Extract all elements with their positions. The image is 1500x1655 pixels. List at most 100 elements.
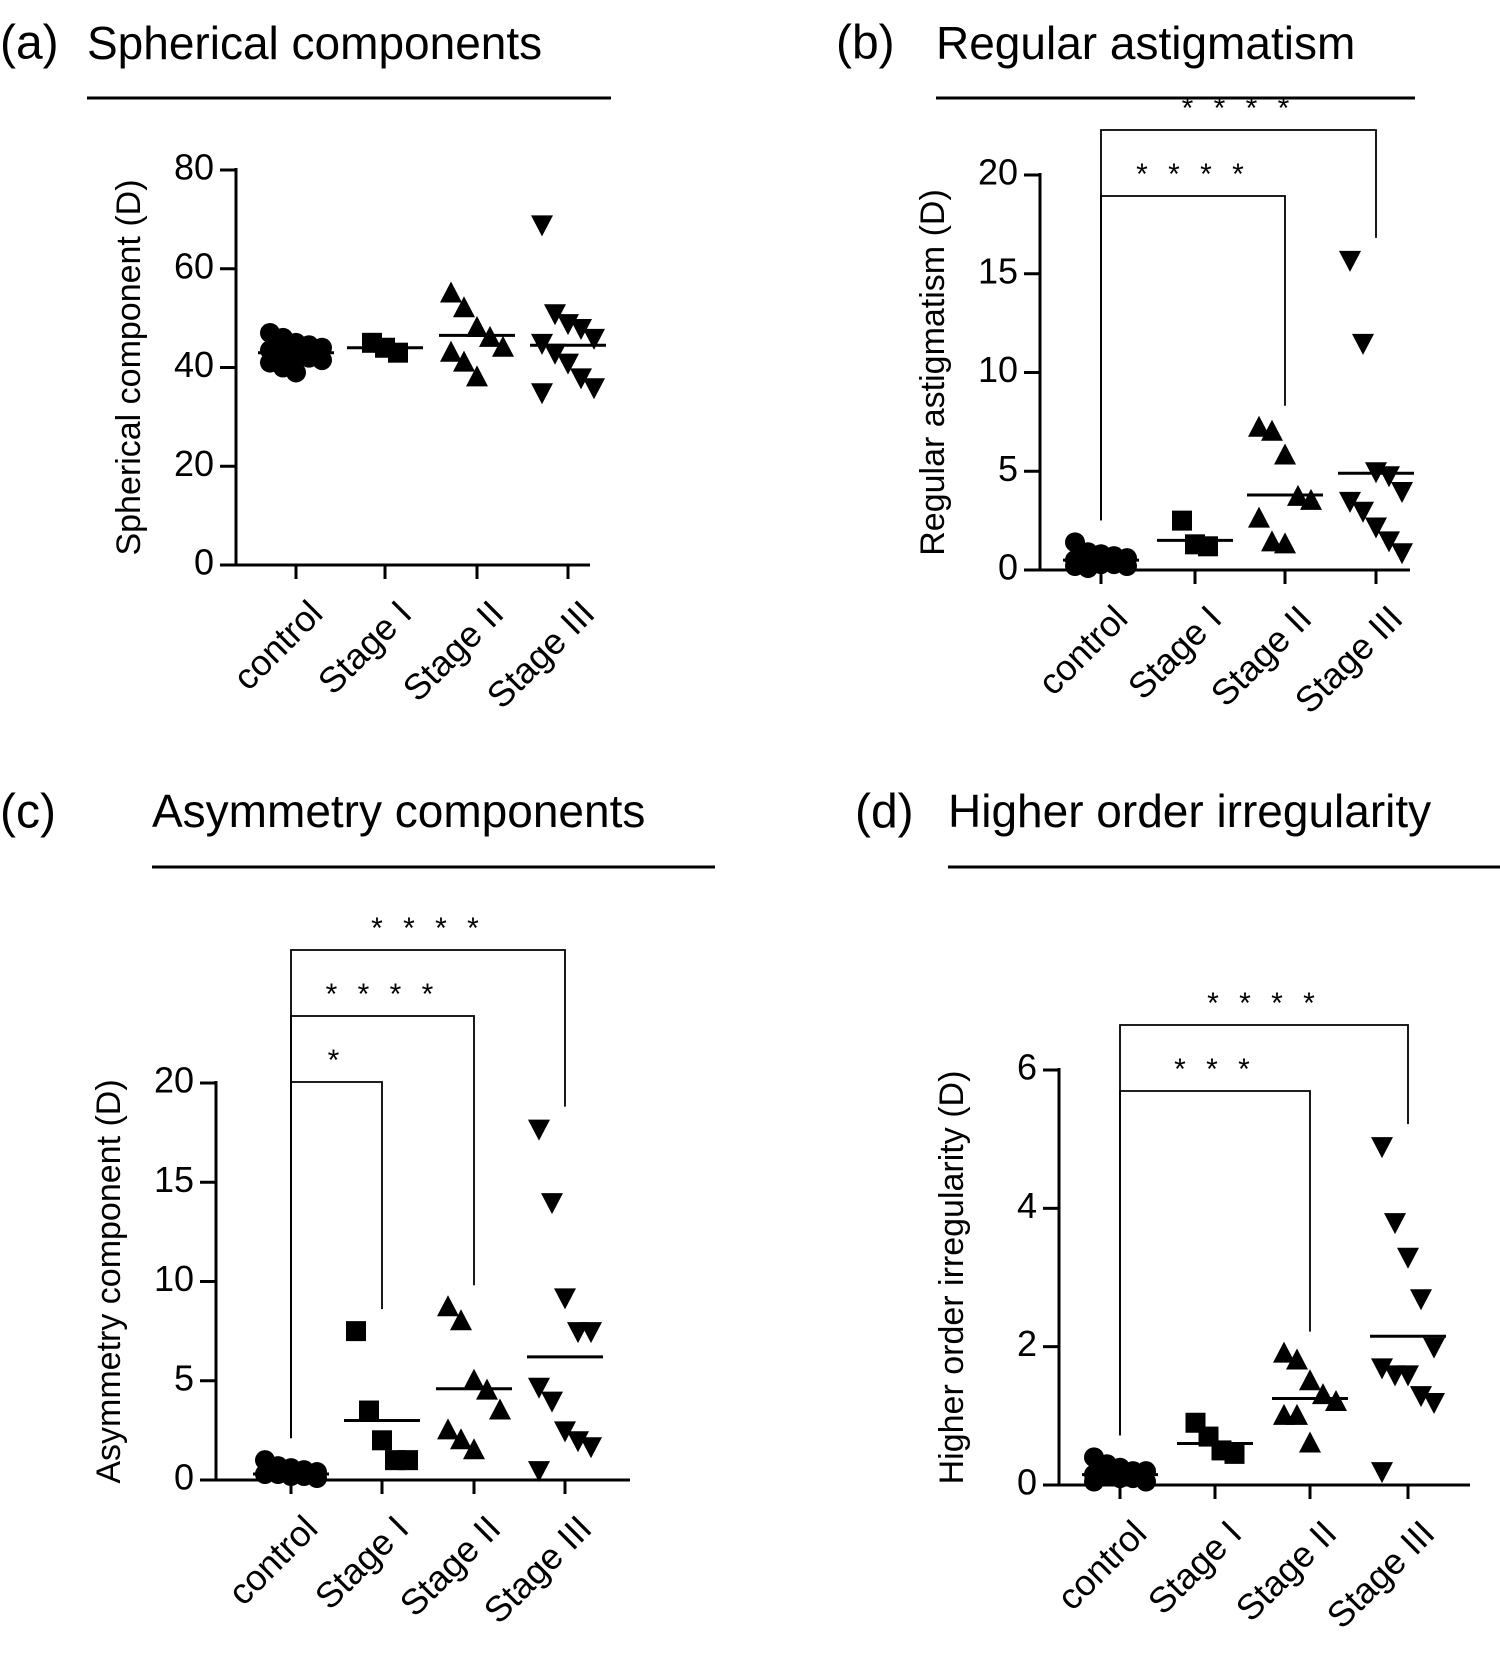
data-point bbox=[1286, 1403, 1308, 1425]
data-point bbox=[570, 319, 592, 340]
data-point bbox=[1423, 1337, 1445, 1359]
y-tick-label: 80 bbox=[174, 147, 214, 188]
y-tick-label: 0 bbox=[998, 547, 1018, 588]
chart-title: Higher order irregularity bbox=[948, 785, 1431, 837]
data-point bbox=[528, 1461, 550, 1483]
panel-label: (a) bbox=[0, 17, 59, 70]
y-tick-label: 0 bbox=[174, 1457, 194, 1498]
data-point bbox=[1378, 466, 1400, 488]
data-point bbox=[440, 281, 462, 303]
data-point bbox=[1299, 1431, 1321, 1453]
data-point bbox=[1084, 1471, 1104, 1492]
significance-label: * bbox=[328, 1044, 346, 1077]
data-point bbox=[1352, 333, 1374, 355]
data-point bbox=[489, 1398, 511, 1420]
data-point bbox=[1325, 1390, 1347, 1411]
significance-bracket bbox=[290, 1081, 383, 1439]
data-point bbox=[1339, 250, 1361, 272]
chart-panel-c: (c) Asymmetry components 0 5 10 15 20 Asymmetry… bbox=[0, 785, 715, 1631]
y-tick-label: 5 bbox=[174, 1357, 194, 1398]
data-point bbox=[554, 1421, 576, 1443]
chart-panel-a: (a) Spherical components 0 20 40 60 80 Spherica… bbox=[0, 17, 611, 716]
significance-bracket bbox=[1119, 1090, 1311, 1436]
data-point bbox=[453, 296, 475, 318]
data-point bbox=[1136, 1471, 1156, 1492]
data-point bbox=[312, 350, 332, 371]
category-label: control bbox=[1030, 597, 1135, 702]
data-point bbox=[1261, 530, 1283, 552]
significance-label: * * * * bbox=[1182, 92, 1296, 125]
category-label: control bbox=[225, 592, 330, 697]
y-tick-label: 6 bbox=[1017, 1047, 1037, 1088]
data-point bbox=[1423, 1393, 1445, 1414]
chart-panel-b: (b) Regular astigmatism 0 5 10 15 20 Regular as… bbox=[836, 17, 1415, 721]
panel-label: (c) bbox=[0, 786, 56, 839]
y-tick-label: 4 bbox=[1017, 1185, 1037, 1226]
data-point bbox=[1371, 1137, 1393, 1159]
y-tick-label: 20 bbox=[978, 152, 1018, 193]
data-point bbox=[440, 340, 462, 362]
data-point bbox=[531, 383, 553, 405]
data-point bbox=[1224, 1443, 1245, 1464]
chart-title: Spherical components bbox=[87, 17, 542, 69]
data-point bbox=[1261, 419, 1283, 441]
data-point bbox=[544, 304, 566, 326]
data-point bbox=[528, 1377, 550, 1399]
category-label: control bbox=[1049, 1512, 1154, 1617]
data-point bbox=[557, 353, 579, 375]
data-point bbox=[1397, 1365, 1419, 1387]
y-tick-label: 15 bbox=[978, 250, 1018, 291]
data-point bbox=[1274, 532, 1296, 554]
significance-bracket bbox=[1100, 129, 1377, 521]
data-point bbox=[1078, 558, 1098, 579]
chart-panel-d: (d) Higher order irregularity 0 2 4 6 Higher o… bbox=[855, 785, 1500, 1636]
chart-title: Asymmetry components bbox=[152, 785, 645, 837]
data-point bbox=[286, 362, 306, 383]
y-tick-label: 5 bbox=[998, 448, 1018, 489]
data-point bbox=[544, 343, 566, 365]
y-tick-label: 0 bbox=[194, 542, 214, 583]
data-point bbox=[463, 1438, 485, 1460]
y-tick-label: 2 bbox=[1017, 1323, 1037, 1364]
data-point bbox=[1273, 1341, 1295, 1363]
data-point bbox=[388, 342, 408, 363]
data-point bbox=[1391, 482, 1413, 503]
data-point bbox=[359, 1400, 379, 1421]
data-point bbox=[307, 1468, 327, 1489]
data-point bbox=[398, 1450, 418, 1471]
data-point bbox=[1339, 491, 1361, 513]
data-point bbox=[580, 1322, 602, 1344]
y-tick-label: 10 bbox=[978, 349, 1018, 390]
data-point bbox=[437, 1295, 459, 1317]
data-point bbox=[1391, 543, 1413, 565]
panel-label: (d) bbox=[855, 786, 914, 839]
data-point bbox=[1410, 1289, 1432, 1311]
data-point bbox=[554, 1288, 576, 1310]
y-tick-label: 0 bbox=[1017, 1462, 1037, 1503]
data-point bbox=[1274, 443, 1296, 465]
data-point bbox=[1299, 1369, 1321, 1391]
data-point bbox=[1248, 415, 1270, 437]
data-point bbox=[453, 350, 475, 372]
data-point bbox=[570, 368, 592, 390]
data-point bbox=[450, 1428, 472, 1450]
significance-label: * * * * bbox=[371, 912, 485, 945]
data-point bbox=[1397, 1247, 1419, 1269]
category-label: control bbox=[220, 1507, 325, 1612]
significance-label: * * * bbox=[1174, 1053, 1256, 1086]
significance-bracket bbox=[1100, 195, 1286, 521]
y-tick-label: 60 bbox=[174, 245, 214, 286]
category-label: Stage III bbox=[1319, 1512, 1443, 1636]
data-point bbox=[583, 328, 605, 350]
data-point bbox=[1286, 1348, 1308, 1370]
significance-label: * * * * bbox=[326, 978, 440, 1011]
data-point bbox=[541, 1193, 563, 1215]
data-point bbox=[583, 378, 605, 400]
y-tick-label: 40 bbox=[174, 344, 214, 385]
y-tick-label: 10 bbox=[154, 1258, 194, 1299]
data-point bbox=[466, 316, 488, 337]
data-point bbox=[450, 1309, 472, 1331]
y-tick-label: 20 bbox=[154, 1060, 194, 1101]
data-point bbox=[372, 1430, 392, 1451]
significance-label: * * * * bbox=[1136, 158, 1250, 191]
